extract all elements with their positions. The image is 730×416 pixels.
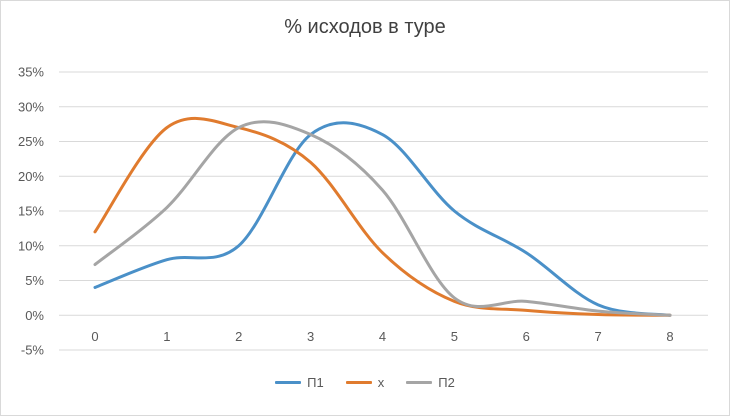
legend-item: П2 xyxy=(406,375,455,390)
x-tick-label: 7 xyxy=(595,329,602,344)
x-tick-label: 4 xyxy=(379,329,386,344)
y-tick-label: 15% xyxy=(18,204,44,219)
y-tick-label: -5% xyxy=(21,343,45,358)
legend-swatch xyxy=(406,381,433,384)
x-tick-label: 6 xyxy=(523,329,530,344)
y-tick-label: 35% xyxy=(18,65,44,80)
legend-label: П2 xyxy=(438,375,455,390)
y-tick-label: 10% xyxy=(18,238,44,253)
x-tick-label: 8 xyxy=(666,329,673,344)
series-line-х xyxy=(93,117,672,317)
legend-label: П1 xyxy=(307,375,324,390)
chart-title: % исходов в туре xyxy=(284,16,446,38)
series-line-П1 xyxy=(93,121,672,317)
x-tick-label: 5 xyxy=(451,329,458,344)
x-tick-label: 0 xyxy=(91,329,98,344)
legend-item: х xyxy=(345,375,385,390)
x-tick-label: 2 xyxy=(235,329,242,344)
y-tick-label: 5% xyxy=(25,273,44,288)
x-tick-label: 3 xyxy=(307,329,314,344)
series-line-П2 xyxy=(93,120,672,317)
y-tick-label: 30% xyxy=(18,99,44,114)
legend-swatch xyxy=(275,381,302,384)
y-tick-label: 25% xyxy=(18,134,44,149)
chart-legend: П1 х П2 xyxy=(0,375,730,390)
legend-label: х xyxy=(377,375,385,390)
y-tick-label: 0% xyxy=(25,308,44,323)
legend-item: П1 xyxy=(275,375,324,390)
y-tick-label: 20% xyxy=(18,169,44,184)
x-tick-label: 1 xyxy=(163,329,170,344)
legend-swatch xyxy=(345,381,372,384)
